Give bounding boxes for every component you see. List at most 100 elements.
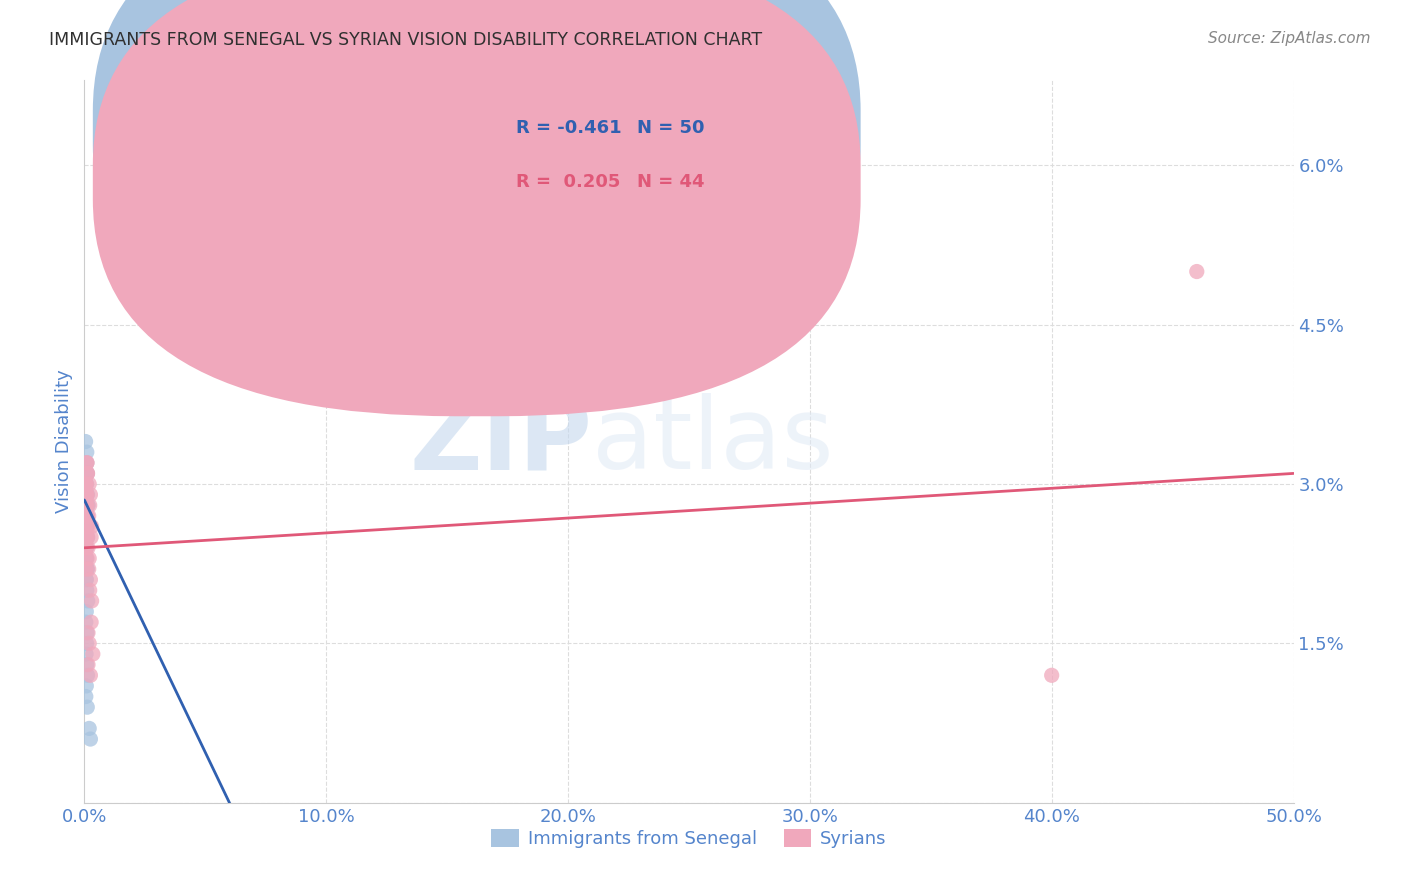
Point (77, 541, 100, 555)
Point (76, 530, 98, 544)
Point (76, 562, 98, 576)
Point (79, 583, 101, 598)
Point (76, 467, 98, 481)
Point (80, 615, 103, 630)
Point (75, 690, 97, 704)
FancyBboxPatch shape (93, 0, 860, 362)
Point (75, 498, 97, 512)
Point (75, 615, 97, 630)
Point (76, 445, 98, 459)
Point (75, 456, 97, 470)
Point (77, 636, 100, 650)
Point (75, 467, 97, 481)
Point (76, 530, 98, 544)
Point (76, 625, 98, 640)
Point (76, 700, 98, 714)
Point (76, 530, 98, 544)
Point (75, 477, 97, 491)
Point (76, 488, 98, 502)
Point (75, 541, 97, 555)
Point (75, 508, 97, 523)
Point (79, 498, 101, 512)
Point (76, 551, 98, 566)
Point (79, 668, 101, 682)
Text: IMMIGRANTS FROM SENEGAL VS SYRIAN VISION DISABILITY CORRELATION CHART: IMMIGRANTS FROM SENEGAL VS SYRIAN VISION… (49, 31, 762, 49)
Point (76, 508, 98, 523)
FancyBboxPatch shape (93, 0, 860, 417)
Point (76, 551, 98, 566)
Point (77, 657, 100, 672)
Point (75, 541, 97, 555)
Point (75, 477, 97, 491)
Point (1185, 264, 1208, 278)
Point (77, 722, 100, 736)
Point (76, 562, 98, 576)
Point (76, 467, 98, 481)
Point (76, 456, 98, 470)
Point (76, 498, 98, 512)
Y-axis label: Vision Disability: Vision Disability (55, 369, 73, 514)
Point (75, 647, 97, 661)
Point (76, 530, 98, 544)
Point (76, 562, 98, 576)
Point (75, 541, 97, 555)
Point (75, 519, 97, 533)
Point (76, 488, 98, 502)
Point (75, 477, 97, 491)
Point (1040, 668, 1063, 682)
Point (79, 573, 101, 587)
Point (76, 456, 98, 470)
Point (76, 657, 98, 672)
Point (75, 519, 97, 533)
Point (75, 498, 97, 512)
Point (76, 498, 98, 512)
Point (76, 477, 98, 491)
Point (76, 594, 98, 608)
Text: N = 50: N = 50 (637, 119, 704, 137)
Point (75, 434, 97, 449)
Point (77, 562, 100, 576)
Point (75, 573, 97, 587)
Point (76, 467, 98, 481)
Point (77, 551, 100, 566)
Text: atlas: atlas (592, 393, 834, 490)
Point (76, 519, 98, 533)
Point (75, 508, 97, 523)
Point (76, 636, 98, 650)
Point (76, 467, 98, 481)
Point (77, 498, 100, 512)
Point (77, 508, 100, 523)
FancyBboxPatch shape (441, 98, 780, 211)
Point (75, 477, 97, 491)
Point (75, 562, 97, 576)
Point (79, 488, 101, 502)
Text: R = -0.461: R = -0.461 (516, 119, 621, 137)
Text: ZIP: ZIP (409, 393, 592, 490)
Point (76, 456, 98, 470)
Point (75, 551, 97, 566)
Point (76, 508, 98, 523)
Point (77, 477, 100, 491)
Point (76, 488, 98, 502)
Point (76, 583, 98, 598)
Point (75, 679, 97, 693)
Point (77, 519, 100, 533)
Point (75, 605, 97, 619)
Point (80, 530, 103, 544)
Point (80, 594, 103, 608)
Point (76, 488, 98, 502)
Point (75, 573, 97, 587)
Point (75, 477, 97, 491)
Point (80, 519, 103, 533)
Point (75, 498, 97, 512)
Point (75, 508, 97, 523)
Point (76, 488, 98, 502)
Point (76, 519, 98, 533)
Point (76, 530, 98, 544)
Legend: Immigrants from Senegal, Syrians: Immigrants from Senegal, Syrians (484, 822, 894, 855)
Point (79, 732, 101, 747)
Point (76, 541, 98, 555)
Text: Source: ZipAtlas.com: Source: ZipAtlas.com (1208, 31, 1371, 46)
Point (75, 541, 97, 555)
Text: N = 44: N = 44 (637, 173, 704, 191)
